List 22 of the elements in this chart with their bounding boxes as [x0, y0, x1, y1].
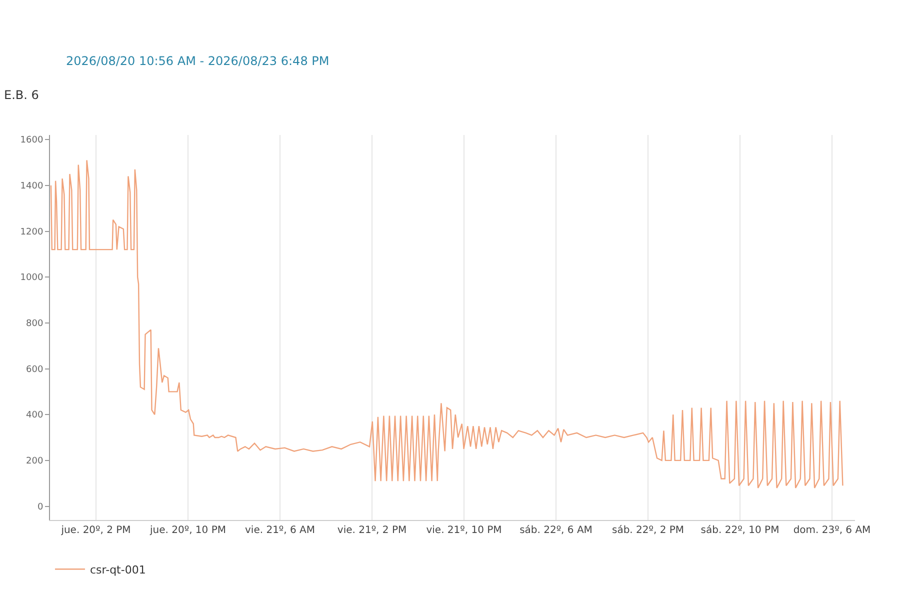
- y-tick-label: 400: [26, 410, 44, 421]
- y-tick-label: 1400: [20, 182, 44, 192]
- legend-label: csr-qt-001: [90, 563, 146, 576]
- x-tick-label: dom. 23º, 6 AM: [793, 525, 871, 536]
- x-tick-label: sáb. 22º, 6 AM: [520, 525, 592, 536]
- x-tick-label: vie. 21º, 6 AM: [244, 525, 316, 536]
- chart-subtitle: 2026/08/20 10:56 AM - 2026/08/23 6:48 PM: [66, 54, 330, 68]
- y-tick-label: 800: [26, 319, 44, 330]
- y-tick-label: 600: [26, 364, 44, 375]
- y-tick-label: 1600: [20, 136, 44, 146]
- line-series: [50, 160, 844, 489]
- y-tick-label: 0: [37, 502, 44, 512]
- chart-title: E.B. 6: [4, 88, 39, 102]
- x-tick-label: jue. 20º, 10 PM: [149, 525, 226, 536]
- y-tick-label: 1200: [20, 227, 44, 238]
- y-tick-label: 200: [26, 456, 44, 467]
- y-tick-label: 1000: [20, 273, 44, 284]
- x-tick-label: sáb. 22º, 2 PM: [612, 525, 684, 536]
- x-tick-label: vie. 21º, 2 PM: [337, 525, 407, 536]
- x-tick-label: vie. 21º, 10 PM: [426, 525, 502, 536]
- x-tick-label: jue. 20º, 2 PM: [60, 525, 131, 536]
- x-tick-label: sáb. 22º, 10 PM: [700, 525, 780, 536]
